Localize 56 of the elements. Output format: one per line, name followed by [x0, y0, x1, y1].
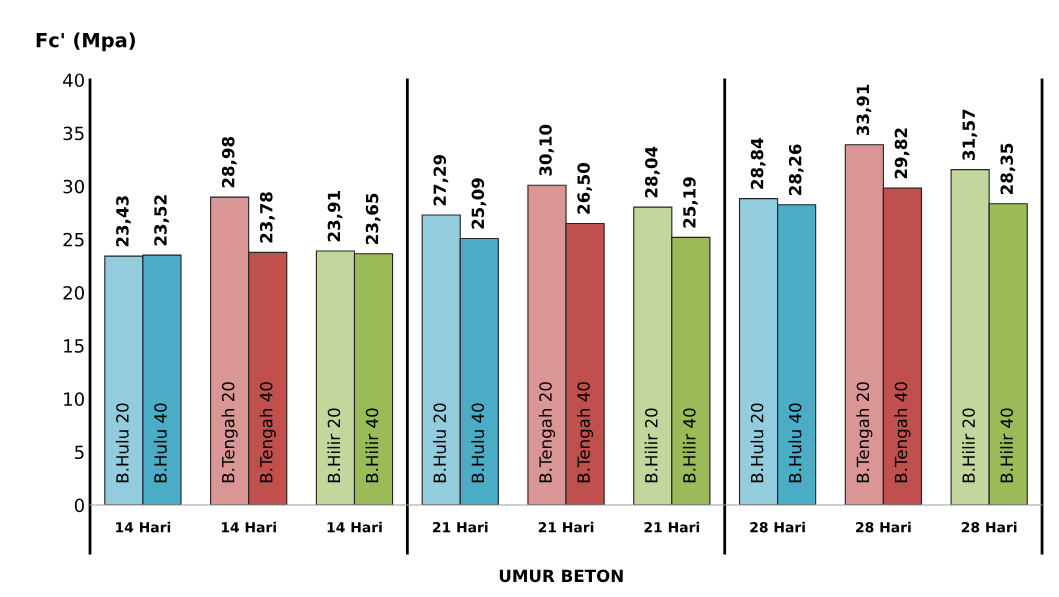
annotation: B.Tengah 20	[538, 382, 556, 483]
data-label: 25,19	[683, 177, 698, 228]
y-tick-label: 35	[63, 126, 84, 141]
annotation: B.Hilir 40	[682, 408, 696, 483]
x-axis-title: UMUR BETON	[499, 569, 623, 583]
annotation: B.Hilir 20	[962, 408, 975, 483]
annotation: B.Hulu 40	[471, 403, 485, 483]
x-tick-label: 28 Hari	[750, 521, 805, 533]
x-tick-label: 28 Hari	[961, 521, 1017, 533]
data-label: 31,57	[962, 109, 978, 160]
data-label: 29,82	[894, 128, 910, 179]
data-label: 23,91	[327, 190, 343, 242]
data-label: 23,65	[365, 193, 381, 244]
data-label: 23,52	[154, 195, 169, 246]
annotation: B.Hilir 40	[1000, 408, 1014, 483]
y-tick-label: 25	[63, 232, 84, 247]
data-label: 28,98	[221, 136, 237, 188]
y-tick-label: 15	[64, 339, 84, 353]
annotation: B.Hulu 20	[750, 403, 764, 483]
annotation: B.Hilir 40	[365, 408, 379, 483]
x-tick-label: 14 Hari	[221, 521, 276, 533]
data-label: 27,29	[433, 154, 449, 206]
y-tick-label: 40	[63, 73, 84, 88]
y-tick-label: 10	[64, 392, 84, 406]
y-axis-title: Fc' (Mpa)	[36, 32, 135, 52]
annotation: B.Tengah 40	[577, 382, 594, 483]
annotation: B.Hilir 20	[644, 408, 658, 483]
annotation: B.Hilir 20	[327, 408, 341, 483]
annotation: B.Tengah 20	[221, 382, 238, 483]
annotation: B.Tengah 40	[259, 382, 276, 483]
annotation: B.Tengah 40	[894, 382, 911, 483]
annotation: B.Tengah 20	[856, 382, 873, 483]
x-tick-label: 21 Hari	[432, 521, 488, 533]
data-label: 28,35	[1000, 143, 1016, 194]
y-tick-label: 20	[63, 285, 84, 300]
data-label: 28,26	[788, 144, 804, 195]
data-label: 33,91	[856, 84, 872, 136]
x-tick-label: 28 Hari	[856, 521, 911, 533]
annotation: B.Hulu 20	[433, 403, 447, 483]
y-tick-label: 0	[74, 498, 84, 513]
annotation: B.Hulu 20	[115, 403, 129, 483]
annotation: B.Hulu 40	[788, 403, 802, 483]
x-tick-label: 21 Hari	[538, 521, 594, 533]
data-label: 28,04	[645, 146, 660, 198]
data-label: 30,10	[539, 124, 554, 176]
data-label: 25,09	[471, 178, 487, 229]
data-label: 23,78	[259, 192, 275, 243]
y-tick-label: 30	[63, 179, 84, 194]
x-tick-label: 21 Hari	[644, 521, 700, 533]
x-tick-label: 14 Hari	[116, 521, 171, 533]
data-label: 26,50	[577, 163, 593, 214]
y-tick-label: 5	[75, 445, 84, 460]
data-label: 23,43	[116, 196, 131, 247]
annotation: B.Hulu 40	[153, 403, 167, 483]
x-tick-label: 14 Hari	[327, 521, 382, 533]
data-label: 28,84	[750, 138, 766, 189]
